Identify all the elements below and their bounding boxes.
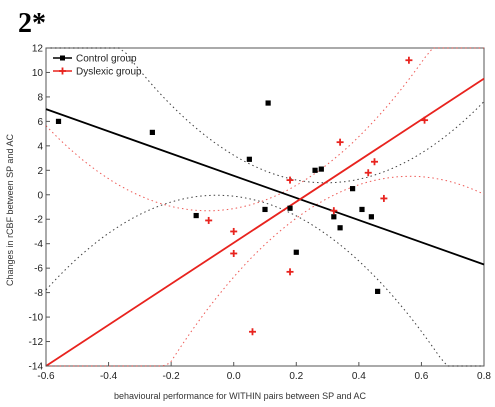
control-point [375, 288, 381, 294]
confidence-band-control [45, 194, 484, 367]
control-point [312, 167, 318, 173]
y-tick-label: -8 [34, 288, 43, 299]
y-tick-label: 12 [32, 44, 44, 55]
dyslexic-point [230, 249, 238, 257]
dyslexic-point [205, 216, 213, 224]
y-tick-label: -14 [29, 362, 44, 373]
dyslexic-point [405, 56, 413, 64]
control-point [265, 100, 271, 106]
data-points [55, 56, 429, 336]
y-tick-label: -4 [34, 239, 43, 250]
control-point [193, 212, 199, 219]
panel-label: 2* [18, 8, 46, 39]
control-point [262, 206, 268, 213]
confidence-bands [45, 47, 485, 367]
dyslexic-point [286, 176, 294, 184]
control-point [149, 129, 155, 135]
regression-lines [45, 77, 485, 367]
confidence-band-dyslexic [46, 175, 485, 367]
control-point [331, 214, 337, 220]
x-tick-label: 0.6 [414, 371, 428, 382]
y-tick-label: -12 [29, 337, 44, 348]
legend-label: Control group [76, 54, 137, 65]
y-tick-label: 2 [37, 166, 43, 177]
x-tick-label: -0.2 [163, 371, 181, 382]
plot-frame [45, 47, 485, 367]
control-point [337, 225, 343, 231]
y-tick-label: 4 [37, 141, 43, 152]
x-axis-label: behavioural performance for WITHIN pairs… [114, 391, 366, 401]
x-tick-label: 0.2 [289, 371, 303, 382]
axis-ticks: -0.6 -0.4 -0.2 0.0 0.2 0.4 0.6 0.8 -14 -12 -10 -8 -6… [29, 44, 492, 383]
regression-line-control [45, 108, 485, 266]
control-point [293, 249, 299, 255]
confidence-band-control [46, 47, 485, 184]
dyslexic-point [371, 158, 378, 166]
regression-line-dyslexic [45, 77, 485, 367]
x-tick-label: 0.8 [477, 371, 491, 382]
legend-marker-square [60, 55, 65, 61]
y-tick-label: 10 [32, 68, 44, 79]
y-tick-label: 6 [37, 117, 43, 128]
plot-area-border [45, 47, 485, 367]
dyslexic-point [230, 227, 238, 235]
dyslexic-point [336, 138, 344, 146]
x-tick-label: -0.6 [37, 371, 55, 382]
legend-label: Dyslexic group [76, 67, 142, 78]
dyslexic-point [380, 194, 388, 202]
y-tick-label: 0 [37, 190, 43, 201]
y-tick-label: -10 [29, 313, 44, 324]
legend: Control group Dyslexic group [53, 54, 142, 78]
dyslexic-point [286, 268, 294, 276]
x-tick-label: 0.4 [352, 371, 366, 382]
y-tick-label: 8 [37, 92, 43, 103]
control-point [55, 118, 62, 124]
dyslexic-point [248, 328, 256, 336]
control-point [368, 214, 374, 220]
control-point [246, 156, 252, 162]
x-tick-label: 0.0 [227, 371, 241, 382]
dyslexic-point [421, 116, 429, 124]
control-point [350, 186, 356, 192]
x-tick-label: -0.4 [100, 371, 118, 382]
dyslexic-point [364, 169, 372, 177]
control-point [318, 166, 324, 172]
y-tick-label: -6 [34, 264, 43, 275]
dyslexic-point [330, 207, 338, 215]
y-tick-label: -2 [34, 215, 43, 226]
control-point [287, 205, 293, 211]
y-axis-label: Changes in rCBF between SP and AC [5, 134, 15, 286]
control-point [359, 206, 365, 213]
